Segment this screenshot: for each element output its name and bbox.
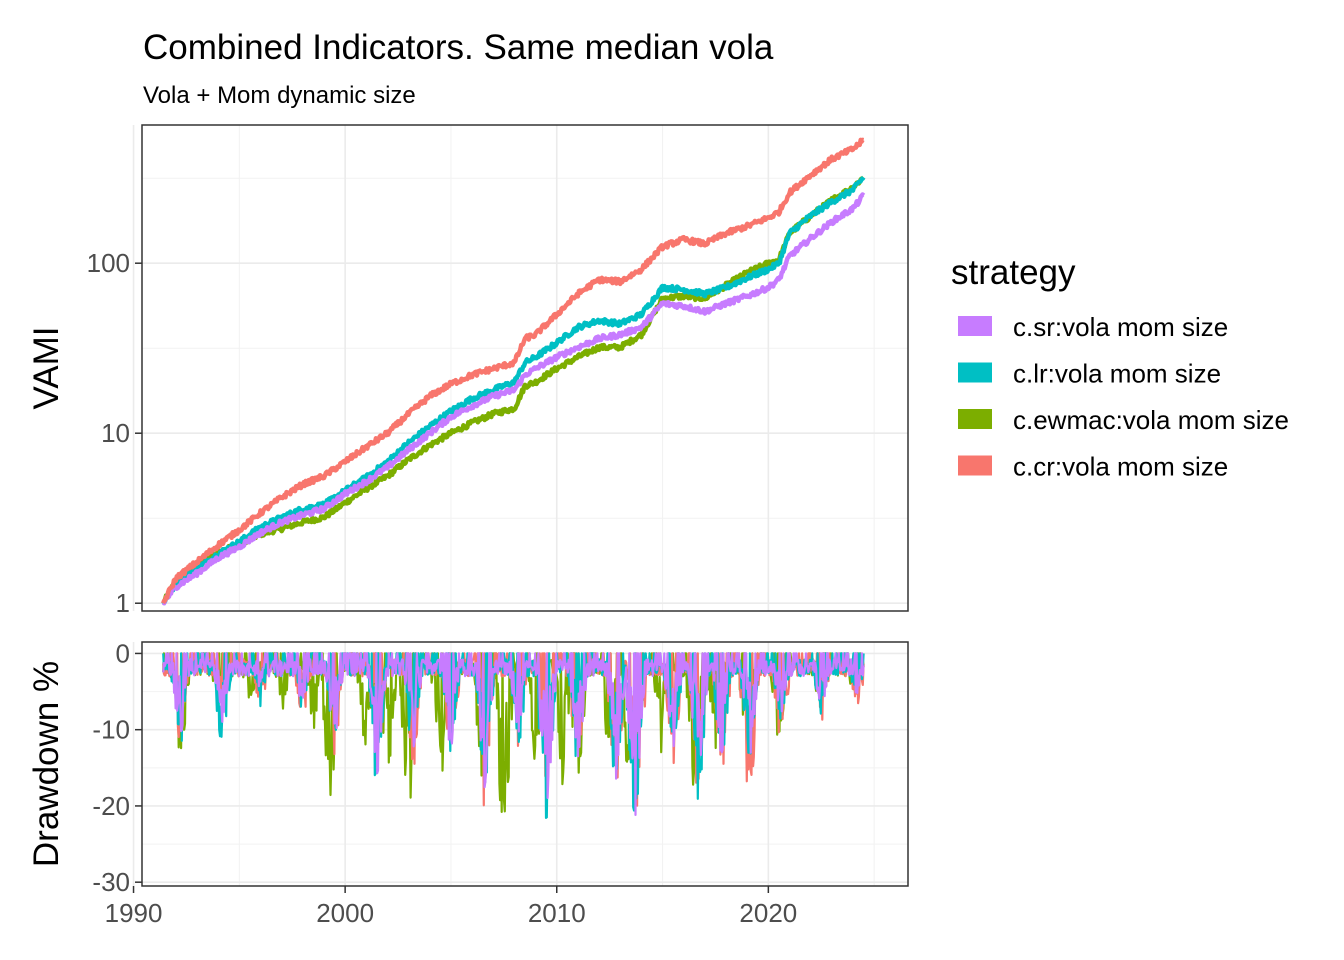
vami-series-line: [161, 175, 866, 606]
drawdown-y-axis: 0 -10 -20 -30: [92, 638, 142, 897]
legend: strategy c.sr:vola mom size c.lr:vola mom…: [951, 253, 1289, 482]
vami-series-lines: [161, 137, 866, 606]
vami-y-tick-label: 1: [116, 588, 130, 618]
drawdown-panel: 0 -10 -20 -30 1990 2000 2010 2020 Drawdown %: [27, 638, 909, 928]
legend-swatch: [958, 316, 992, 336]
chart-title: Combined Indicators. Same median vola: [143, 28, 774, 67]
legend-items: c.sr:vola mom size c.lr:vola mom size c.ew…: [958, 312, 1289, 482]
vami-panel-border: [141, 124, 909, 612]
x-tick-label: 2000: [316, 898, 374, 928]
drawdown-y-axis-label: Drawdown %: [27, 661, 66, 867]
x-tick-label: 1990: [105, 898, 163, 928]
drawdown-y-tick-label: -30: [92, 867, 130, 897]
vami-y-axis-label: VAMI: [27, 327, 66, 410]
legend-swatch: [958, 409, 992, 429]
drawdown-y-tick-label: -10: [92, 715, 130, 745]
vami-y-axis: 1 10 100: [87, 248, 142, 618]
vami-y-tick-label: 10: [101, 418, 130, 448]
x-tick-label: 2010: [528, 898, 586, 928]
vami-y-tick-label: 100: [87, 248, 130, 278]
legend-label: c.cr:vola mom size: [1013, 452, 1228, 482]
legend-title: strategy: [951, 253, 1076, 292]
drawdown-series-line: [162, 652, 865, 816]
drawdown-y-tick-label: 0: [116, 638, 130, 668]
drawdown-series-lines: [162, 652, 865, 819]
vami-series-line: [161, 175, 866, 605]
chart-subtitle: Vola + Mom dynamic size: [143, 82, 416, 109]
legend-label: c.lr:vola mom size: [1013, 359, 1221, 389]
legend-label: c.ewmac:vola mom size: [1013, 405, 1289, 435]
x-axis: 1990 2000 2010 2020: [105, 886, 797, 928]
drawdown-y-tick-label: -20: [92, 791, 130, 821]
vami-series-line: [161, 137, 865, 604]
legend-swatch: [958, 455, 992, 476]
x-tick-label: 2020: [739, 898, 797, 928]
legend-label: c.sr:vola mom size: [1013, 312, 1228, 342]
vami-series-line: [161, 192, 866, 606]
legend-swatch: [958, 362, 992, 383]
drawdown-panel-border: [141, 641, 909, 887]
vami-panel: 1 10 100 VAMI: [27, 124, 909, 618]
